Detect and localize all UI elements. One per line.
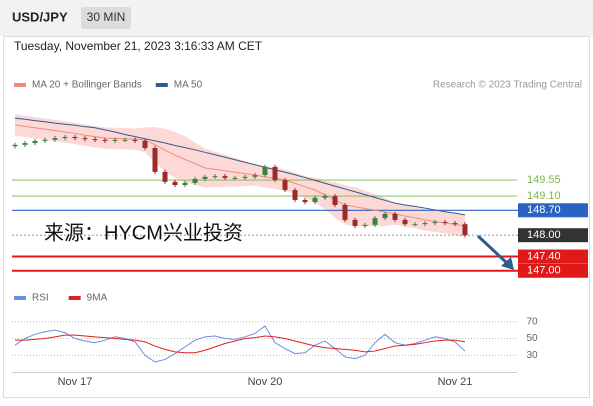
- level-label-box: [518, 228, 588, 243]
- plot: 149.55 149.10 148.70 148.00 147.40 147.00 MA 2…: [12, 80, 588, 388]
- candle-body: [452, 223, 458, 225]
- watermark: 来源：HYCM兴业投资: [44, 221, 243, 244]
- candle-body: [252, 175, 258, 177]
- candle-body: [292, 190, 298, 200]
- y-tick-label: 30: [526, 350, 538, 361]
- candle-body: [42, 139, 48, 141]
- legend-swatch: [68, 296, 81, 300]
- y-tick-label: 70: [526, 316, 538, 327]
- candle-body: [12, 144, 18, 147]
- legend-label: MA 20 + Bollinger Bands: [32, 80, 142, 91]
- timeframe-button[interactable]: [81, 7, 131, 29]
- legend-swatch: [14, 83, 26, 87]
- candle-body: [422, 223, 428, 225]
- x-tick-label: Nov 20: [248, 376, 283, 388]
- x-tick-label: Nov 17: [58, 376, 93, 388]
- legend-label: MA 50: [174, 80, 203, 91]
- level-label-box: [518, 203, 588, 218]
- indicator-line: [15, 334, 466, 354]
- candle-body: [342, 204, 348, 220]
- candle-body: [152, 148, 158, 172]
- symbol: USD/JPY: [12, 9, 68, 24]
- level-label: 148.70: [527, 204, 561, 216]
- candle-body: [102, 139, 108, 141]
- candle-body: [62, 137, 68, 139]
- candle-body: [262, 166, 268, 176]
- candle-body: [22, 143, 28, 145]
- candle-body: [372, 218, 378, 225]
- candle-body: [322, 196, 328, 198]
- candle-body: [52, 138, 58, 140]
- candle-body: [392, 213, 398, 220]
- indicator-line: [14, 325, 466, 363]
- level-label: 149.10: [527, 190, 561, 202]
- level-label-box: [518, 263, 588, 278]
- candle-body: [192, 178, 198, 183]
- level-label: 148.00: [527, 229, 561, 241]
- legend-label: 9MA: [87, 293, 108, 304]
- candle-body: [382, 213, 388, 219]
- candle-body: [222, 176, 228, 178]
- arrow-head: [501, 257, 514, 270]
- y-tick-label: 50: [526, 333, 538, 344]
- candle-body: [122, 139, 128, 141]
- candle-body: [352, 219, 358, 226]
- candle-body: [162, 171, 168, 182]
- candle-body: [442, 222, 448, 224]
- candle-body: [332, 196, 338, 205]
- level-label: 149.55: [527, 174, 561, 186]
- timeframe[interactable]: 30 MIN: [87, 10, 126, 24]
- candle-body: [312, 197, 318, 203]
- candle-body: [172, 181, 178, 186]
- candle-body: [432, 222, 438, 224]
- candle-body: [242, 176, 248, 178]
- candle-body: [202, 176, 208, 179]
- moving-average: [14, 124, 466, 227]
- candle-body: [362, 224, 368, 226]
- candle-body: [462, 224, 468, 236]
- legend-swatch: [155, 83, 168, 87]
- candle-body: [282, 180, 288, 191]
- candle-body: [302, 199, 308, 203]
- candle-body: [402, 219, 408, 225]
- chart-card: [3, 36, 590, 398]
- candle-body: [272, 166, 278, 181]
- candle-body: [92, 139, 98, 141]
- candle-body: [232, 177, 238, 179]
- legend-label: RSI: [32, 293, 49, 304]
- moving-average: [14, 117, 466, 216]
- level-label: 147.00: [527, 265, 561, 277]
- x-tick-label: Nov 21: [438, 376, 473, 388]
- credit: Research © 2023 Trading Central: [433, 80, 582, 91]
- candle-body: [32, 140, 38, 144]
- candle-body: [72, 137, 78, 139]
- level-label-box: [518, 249, 588, 264]
- level-label: 147.40: [527, 250, 561, 262]
- candle-body: [82, 138, 88, 140]
- arrow: [476, 234, 510, 266]
- candle-body: [182, 182, 188, 186]
- candle-body: [412, 224, 418, 226]
- candle-body: [112, 139, 118, 141]
- timestamp: Tuesday, November 21, 2023 3:16:33 AM CE…: [14, 39, 263, 53]
- candle-body: [212, 176, 218, 178]
- legend-swatch: [14, 296, 26, 300]
- candle-body: [142, 140, 148, 149]
- candle-body: [132, 139, 138, 141]
